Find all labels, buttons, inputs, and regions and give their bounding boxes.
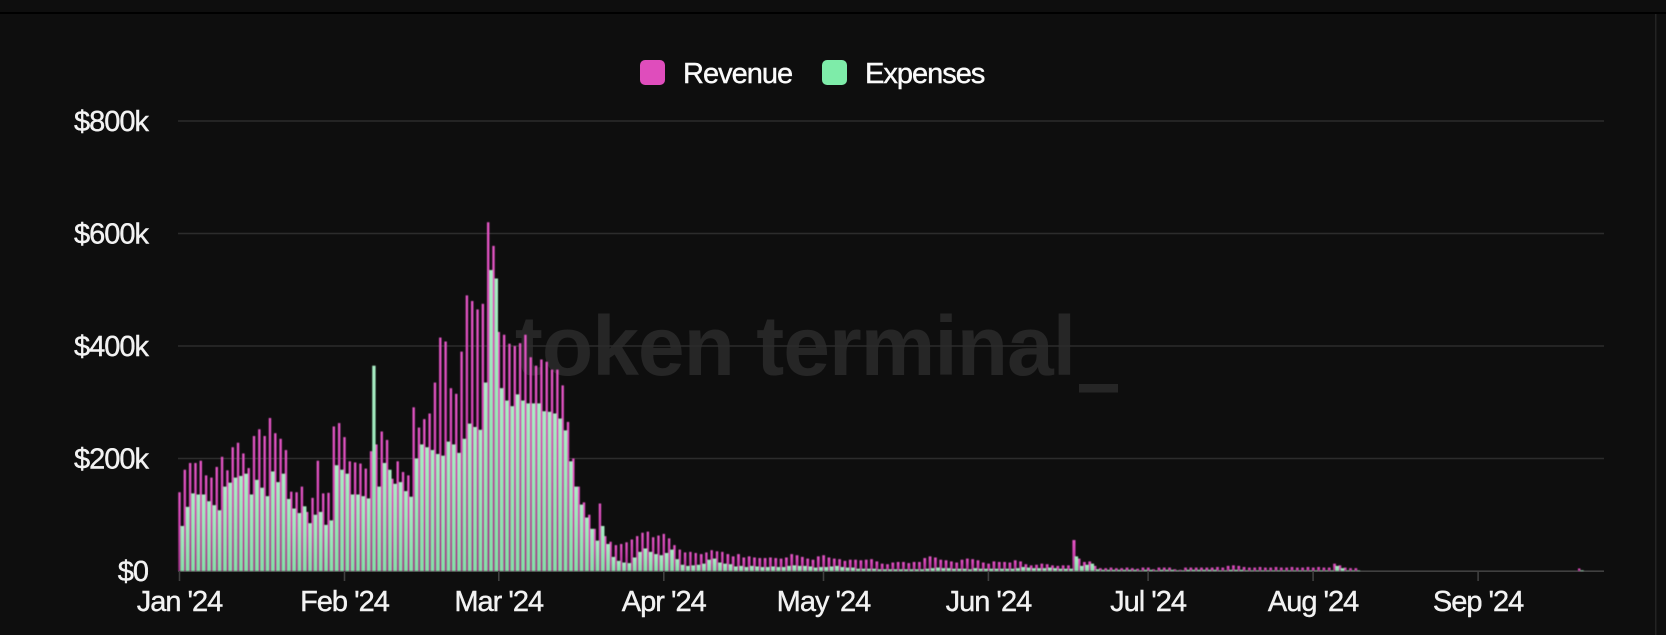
svg-text:Sep '24: Sep '24	[1433, 586, 1524, 618]
svg-text:Jan '24: Jan '24	[137, 586, 223, 618]
svg-text:Apr '24: Apr '24	[622, 586, 707, 618]
svg-text:$400k: $400k	[74, 331, 150, 363]
svg-text:$600k: $600k	[74, 219, 150, 251]
svg-text:Jun '24: Jun '24	[946, 586, 1032, 618]
svg-text:Mar '24: Mar '24	[454, 586, 544, 618]
svg-text:Feb '24: Feb '24	[300, 586, 390, 618]
svg-text:May '24: May '24	[777, 586, 872, 618]
svg-text:$0: $0	[118, 556, 148, 588]
svg-text:Aug '24: Aug '24	[1268, 586, 1359, 618]
svg-text:Jul '24: Jul '24	[1110, 586, 1187, 618]
svg-text:$200k: $200k	[74, 444, 150, 476]
svg-text:$800k: $800k	[74, 106, 150, 138]
svg-text:Revenue: Revenue	[683, 58, 792, 90]
svg-text:Expenses: Expenses	[865, 58, 985, 90]
